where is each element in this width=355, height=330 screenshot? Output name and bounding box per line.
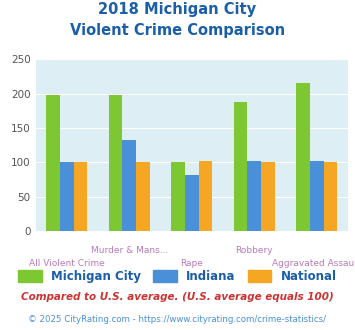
Text: All Violent Crime: All Violent Crime [29, 259, 105, 268]
Bar [136, 162, 150, 231]
Text: Rape: Rape [180, 259, 203, 268]
Bar [261, 162, 275, 231]
Bar [60, 162, 73, 231]
Text: Murder & Mans...: Murder & Mans... [91, 246, 168, 255]
Text: 2018 Michigan City: 2018 Michigan City [98, 2, 257, 16]
Bar [185, 175, 198, 231]
Text: Compared to U.S. average. (U.S. average equals 100): Compared to U.S. average. (U.S. average … [21, 292, 334, 302]
Bar [171, 162, 185, 231]
Bar [234, 102, 247, 231]
Bar [122, 140, 136, 231]
Text: Violent Crime Comparison: Violent Crime Comparison [70, 23, 285, 38]
Bar [323, 162, 337, 231]
Bar [46, 95, 60, 231]
Text: Aggravated Assault: Aggravated Assault [272, 259, 355, 268]
Bar [310, 161, 323, 231]
Bar [73, 162, 87, 231]
Legend: Michigan City, Indiana, National: Michigan City, Indiana, National [13, 265, 342, 287]
Bar [247, 161, 261, 231]
Bar [296, 83, 310, 231]
Bar [109, 95, 122, 231]
Bar [198, 161, 212, 231]
Text: Robbery: Robbery [235, 246, 273, 255]
Text: © 2025 CityRating.com - https://www.cityrating.com/crime-statistics/: © 2025 CityRating.com - https://www.city… [28, 315, 327, 324]
